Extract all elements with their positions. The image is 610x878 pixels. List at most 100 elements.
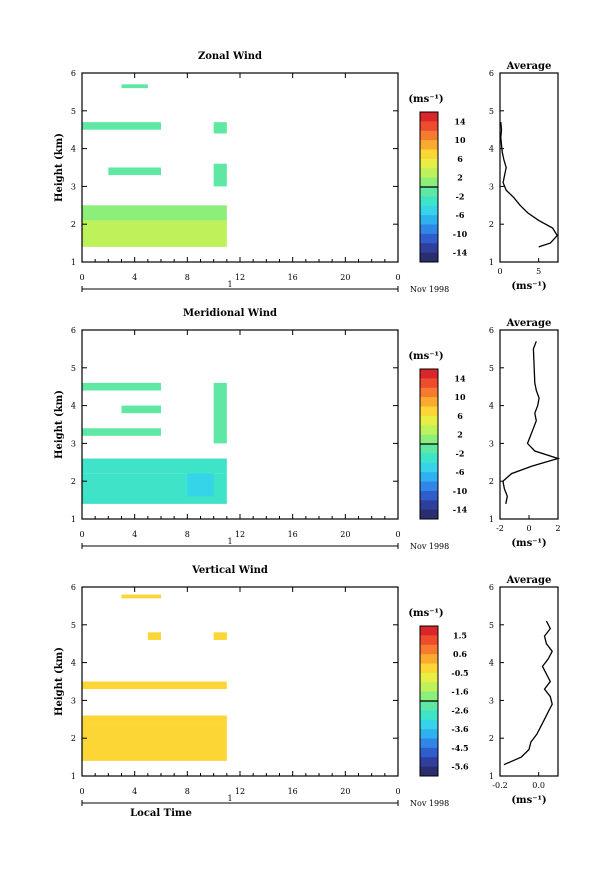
colorbar-swatch: [420, 654, 438, 664]
date-label: Nov 1998: [410, 542, 449, 551]
colorbar-swatch: [420, 149, 438, 160]
colorbar-swatch: [420, 663, 438, 674]
profile-x-tick-label: 0.0: [532, 781, 545, 790]
colorbar-tick-label: 14: [454, 373, 466, 383]
colorbar-swatch: [420, 387, 438, 398]
x-tick-label: 16: [288, 787, 298, 796]
y-tick-label: 1: [71, 772, 76, 781]
colorbar-swatch: [420, 205, 438, 216]
profile-y-tick-label: 4: [489, 145, 494, 154]
colorbar-swatch: [420, 130, 438, 141]
day-label: 1: [227, 537, 232, 546]
colorbar-swatch: [420, 112, 438, 122]
panel-title: Zonal Wind: [198, 51, 262, 62]
colorbar-tick-label: -2.6: [451, 705, 469, 715]
colorbar-swatch: [420, 187, 438, 197]
profile-x-tick-label: -0.2: [492, 781, 507, 790]
colorbar-swatch: [420, 626, 438, 636]
colorbar-swatch: [420, 691, 438, 702]
data-cell-2: [82, 205, 227, 221]
panel-title: Vertical Wind: [191, 565, 268, 576]
data-cell-4: [213, 163, 227, 187]
colorbar-tick-label: -14: [453, 505, 468, 515]
y-axis-label: Height (km): [54, 133, 65, 202]
colorbar-swatch: [420, 369, 438, 379]
profile-title: Average: [506, 575, 552, 586]
day-label: 1: [227, 794, 232, 803]
profile-unit: (ms⁻¹): [511, 538, 546, 549]
colorbar-swatch: [420, 453, 438, 464]
x-tick-label: 16: [288, 273, 298, 282]
data-cell-5: [82, 122, 161, 130]
y-tick-label: 2: [71, 220, 76, 229]
y-tick-label: 2: [71, 734, 76, 743]
x-tick-label: 12: [235, 530, 245, 539]
colorbar-swatch: [420, 672, 438, 683]
colorbar-swatch: [420, 233, 438, 244]
colorbar-swatch: [420, 378, 438, 389]
profile-x-tick-label: 0: [526, 524, 531, 533]
data-cell-4: [82, 428, 161, 436]
x-tick-label: 4: [132, 530, 137, 539]
colorbar-swatch: [420, 444, 438, 454]
colorbar-tick-label: -0.5: [451, 668, 468, 678]
profile-y-tick-label: 1: [489, 258, 494, 267]
profile-y-tick-label: 5: [489, 364, 494, 373]
y-tick-label: 4: [71, 145, 76, 154]
x-tick-label: 8: [185, 273, 190, 282]
colorbar-tick-label: -6: [456, 210, 465, 220]
data-cell-6: [213, 122, 227, 134]
profile-x-tick-label: 2: [555, 524, 560, 533]
colorbar-swatch: [420, 140, 438, 150]
data-cell-3: [108, 167, 161, 176]
x-tick-label: 4: [132, 787, 137, 796]
colorbar-tick-label: -10: [453, 486, 468, 496]
data-cell-1: [82, 723, 227, 761]
x-tick-label: 20: [340, 530, 350, 539]
colorbar-swatch: [420, 406, 438, 417]
profile-line: [500, 122, 559, 248]
data-cell-2: [82, 715, 227, 724]
profile-y-tick-label: 2: [489, 734, 494, 743]
x-tick-label: 0: [395, 530, 400, 539]
colorbar-unit: (ms⁻¹): [408, 608, 443, 619]
colorbar-swatch: [420, 434, 438, 445]
profile-y-tick-label: 1: [489, 515, 494, 524]
colorbar-tick-label: -14: [453, 248, 468, 258]
profile-frame: [499, 329, 559, 520]
colorbar-swatch: [420, 701, 438, 711]
data-cell-3: [82, 458, 227, 474]
panel-title: Meridional Wind: [183, 308, 277, 319]
data-cell-3: [82, 681, 227, 690]
profile-y-tick-label: 3: [489, 439, 494, 448]
profile-y-tick-label: 2: [489, 477, 494, 486]
colorbar-tick-label: 0.6: [453, 649, 467, 659]
data-cell-2: [187, 469, 214, 497]
profile-y-tick-label: 5: [489, 107, 494, 116]
colorbar-swatch: [420, 121, 438, 132]
y-tick-label: 4: [71, 659, 76, 668]
colorbar-swatch: [420, 757, 438, 768]
data-cell-6: [82, 382, 161, 391]
y-tick-label: 5: [71, 364, 76, 373]
profile-x-tick-label: 0: [497, 267, 502, 276]
colorbar-swatch: [420, 243, 438, 254]
x-tick-label: 20: [340, 787, 350, 796]
colorbar-swatch: [420, 397, 438, 407]
profile-unit: (ms⁻¹): [511, 795, 546, 806]
x-tick-label: 0: [395, 787, 400, 796]
profile-y-tick-label: 6: [489, 326, 494, 335]
data-cell-5: [213, 632, 227, 640]
profile-x-tick-label: -2: [496, 524, 504, 533]
colorbar-tick-label: -3.6: [451, 724, 469, 734]
colorbar-tick-label: 10: [454, 392, 466, 402]
profile-line: [503, 620, 553, 766]
colorbar-swatch: [420, 719, 438, 730]
colorbar-swatch: [420, 224, 438, 235]
profile-y-tick-label: 3: [489, 696, 494, 705]
colorbar-tick-label: 2: [457, 430, 463, 440]
y-tick-label: 5: [71, 621, 76, 630]
x-tick-label: 20: [340, 273, 350, 282]
